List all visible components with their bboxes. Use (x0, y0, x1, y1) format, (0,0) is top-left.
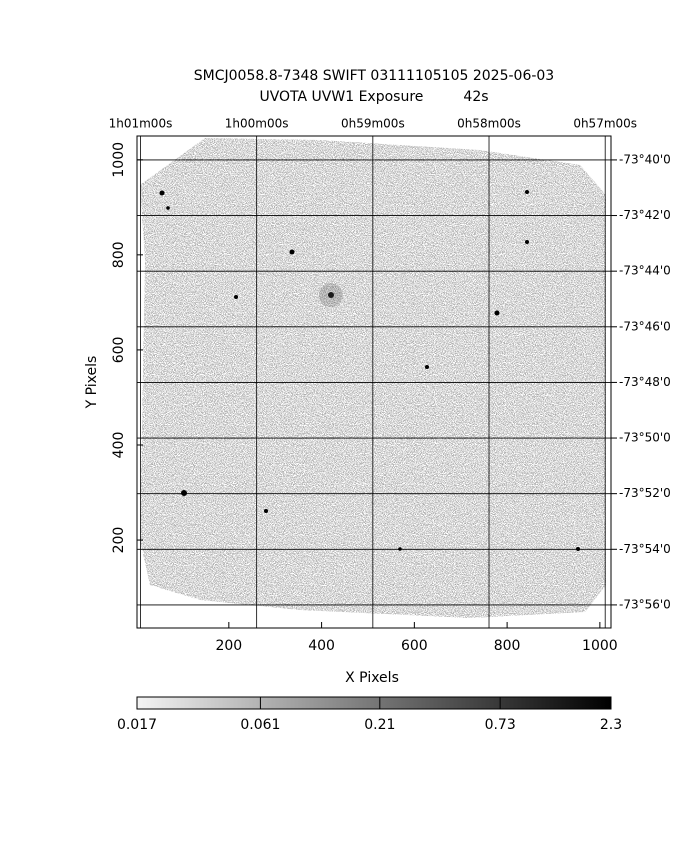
x2-tick-label: 0h58m00s (457, 117, 521, 131)
y2-tick-label: -73°46'0 (619, 319, 671, 333)
x2-tick-label: 1h00m00s (225, 117, 289, 131)
y-tick-label: 600 (111, 337, 127, 364)
colorbar-tick-label: 2.3 (600, 717, 622, 733)
y2-tick-label: -73°44'0 (619, 264, 671, 278)
x2-tick-label: 0h59m00s (341, 117, 405, 131)
y-axis-label: Y Pixels (84, 356, 100, 410)
x-tick-label: 600 (401, 638, 428, 654)
y-tick-label: 200 (111, 527, 127, 554)
x2-tick-label: 1h01m00s (109, 117, 173, 131)
sources (159, 190, 580, 551)
y2-tick-label: -73°42'0 (619, 208, 671, 222)
colorbar-tick-label: 0.017 (117, 717, 157, 733)
y-tick-label: 800 (111, 241, 127, 268)
x2-tick-label: 0h57m00s (573, 117, 637, 131)
y-tick-label: 1000 (111, 142, 127, 178)
y-tick-label: 400 (111, 432, 127, 459)
y2-tick-label: -73°50'0 (619, 431, 671, 445)
x-axis-label: X Pixels (345, 670, 399, 686)
colorbar-tick-label: 0.73 (485, 717, 516, 733)
y2-tick-label: -73°52'0 (619, 486, 671, 500)
y2-tick-label: -73°40'0 (619, 152, 671, 166)
y2-tick-label: -73°48'0 (619, 375, 671, 389)
x-tick-label: 1000 (582, 638, 618, 654)
colorbar (136, 696, 612, 710)
x-tick-label: 800 (494, 638, 521, 654)
x-tick-label: 400 (308, 638, 335, 654)
colorbar-tick-label: 0.21 (364, 717, 395, 733)
y2-tick-label: -73°54'0 (619, 542, 671, 556)
chart-title: SMCJ0058.8-7348 SWIFT 03111105105 2025-0… (194, 68, 554, 84)
chart-subtitle: UVOTA UVW1 Exposure 42s (259, 89, 488, 105)
y2-tick-label: -73°56'0 (619, 597, 671, 611)
x-tick-label: 200 (215, 638, 242, 654)
colorbar-tick-label: 0.061 (240, 717, 280, 733)
